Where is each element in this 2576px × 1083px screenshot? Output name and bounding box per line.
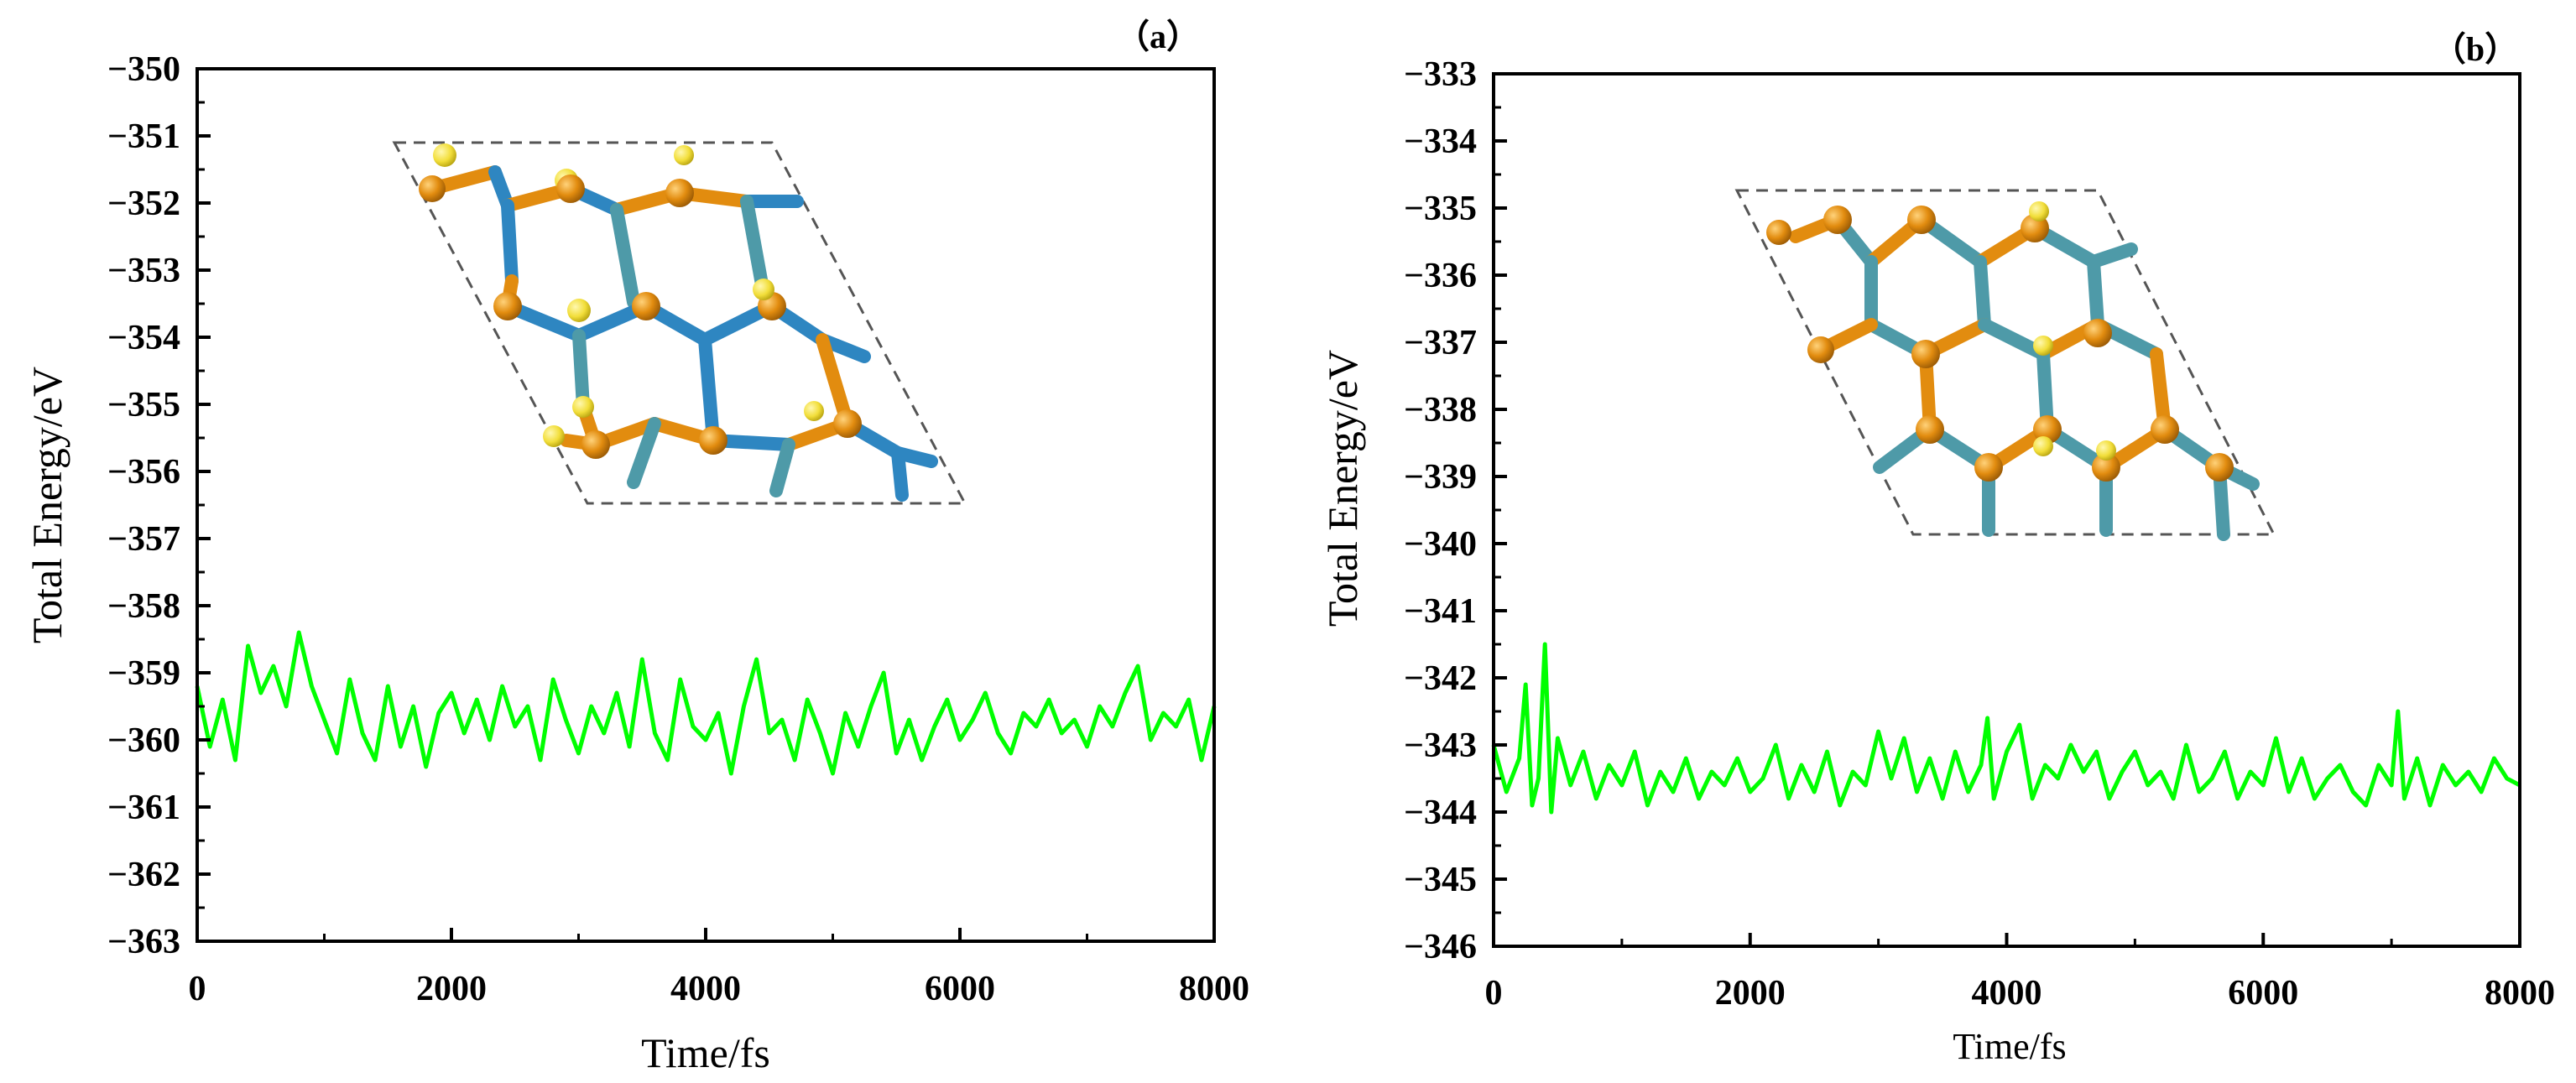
bonds [1796,220,2253,534]
y-tick-label-a: −359 [107,654,180,693]
y-tick-label-a: −362 [107,856,180,894]
y-axis-label-a: Total Energy/eV [23,367,70,643]
x-tick-label-a: 6000 [925,970,995,1008]
x-tick-label-b: 8000 [2485,974,2555,1013]
y-tick-label-a: −358 [107,587,180,626]
crystal-structure-icon [394,143,965,503]
y-tick-label-a: −351 [107,117,180,156]
y-tick-label-a: −352 [107,185,180,223]
x-tick-label-b: 0 [1485,974,1503,1013]
y-tick-label-b: −333 [1404,55,1477,94]
plot-frame-b [1494,74,2520,946]
y-tick-label-a: −361 [107,789,180,827]
y-tick-label-a: −353 [107,252,180,290]
y-tick-label-a: −357 [107,520,180,559]
y-tick-label-b: −334 [1404,122,1477,161]
y-tick-label-b: −340 [1404,525,1477,564]
y-tick-label-b: −345 [1404,861,1477,899]
x-tick-label-b: 2000 [1715,974,1786,1013]
y-tick-label-b: −342 [1404,659,1477,698]
panel-a-label: （a） [1116,18,1200,55]
x-tick-label-b: 4000 [1972,974,2042,1013]
x-axis-label-a: Time/fs [641,1029,770,1076]
x-tick-label-a: 2000 [416,970,487,1008]
figure: （a） [0,0,2576,1083]
panel-b-label: （b） [2433,30,2518,68]
y-tick-label-b: −336 [1404,257,1477,295]
y-tick-label-b: −346 [1404,928,1477,966]
x-tick-label-a: 0 [189,970,206,1008]
panel-b: （b） [1319,30,2555,1067]
panel-a: （a） [23,18,1249,1076]
crystal-structure-icon [1737,190,2274,534]
y-tick-label-b: −343 [1404,726,1477,765]
y-tick-label-b: −344 [1404,794,1477,832]
atoms [419,143,862,459]
y-tick-label-b: −337 [1404,324,1477,362]
series-line-b [1494,644,2520,812]
x-axis-label-b: Time/fs [1953,1026,2066,1067]
y-tick-label-a: −356 [107,453,180,492]
y-axis-label-b: Total Energy/eV [1319,350,1366,627]
x-tick-label-a: 8000 [1179,970,1249,1008]
y-tick-label-a: −360 [107,721,180,760]
bonds [432,172,931,495]
series-line-a [197,633,1214,773]
y-tick-label-b: −338 [1404,391,1477,430]
y-tick-label-a: −355 [107,386,180,424]
y-tick-label-a: −363 [107,923,180,961]
x-tick-label-a: 4000 [670,970,741,1008]
ticks-b: −333 −334 −335 −336 −337 −338 −339 −340 −341 −342… [1404,55,2555,1013]
y-tick-label-a: −350 [107,50,180,89]
y-tick-label-b: −335 [1404,190,1477,228]
y-tick-label-b: −339 [1404,458,1477,497]
y-tick-label-a: −354 [107,319,180,357]
y-tick-label-b: −341 [1404,592,1477,631]
x-tick-label-b: 6000 [2228,974,2298,1013]
